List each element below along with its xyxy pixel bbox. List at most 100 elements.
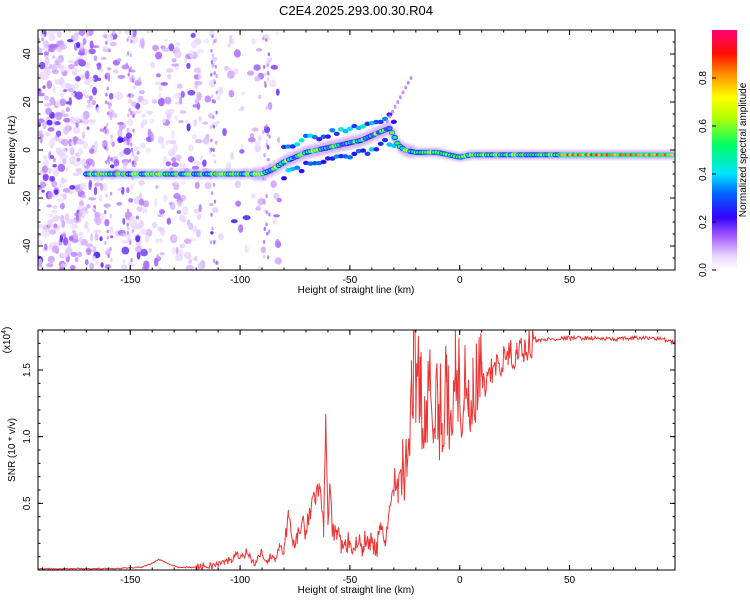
noise-cell: [172, 233, 178, 243]
noise-cell: [277, 136, 281, 144]
noise-cell: [391, 109, 395, 114]
noise-cell: [98, 212, 106, 221]
noise-cell: [86, 227, 91, 233]
noise-cell: [69, 147, 75, 156]
heat-cell: [316, 137, 323, 142]
noise-cell: [109, 102, 112, 107]
noise-cell: [117, 136, 123, 144]
noise-cell: [50, 155, 54, 159]
noise-cell: [130, 183, 134, 190]
noise-cell: [263, 254, 266, 259]
noise-cell: [42, 155, 48, 160]
noise-cell: [179, 96, 183, 105]
noise-cell: [175, 246, 179, 255]
noise-cell: [141, 98, 149, 106]
noise-cell: [190, 41, 198, 49]
noise-cell: [82, 38, 87, 45]
heatmap-cells: [38, 30, 675, 270]
noise-cell: [38, 92, 45, 97]
colorbar-tick-label: 0.4: [698, 167, 709, 181]
noise-cell: [151, 221, 158, 229]
noise-cell: [54, 58, 62, 66]
noise-cell: [106, 86, 109, 91]
noise-cell: [45, 107, 53, 115]
noise-cell: [108, 48, 111, 53]
noise-cell: [185, 264, 194, 270]
noise-cell: [117, 187, 123, 191]
noise-cell: [178, 120, 184, 124]
noise-cell: [93, 229, 102, 234]
noise-cell: [40, 34, 45, 38]
noise-cell: [49, 175, 56, 182]
noise-cell: [183, 238, 192, 244]
noise-cell: [193, 161, 202, 166]
noise-cell: [234, 180, 241, 189]
noise-cell: [128, 198, 134, 203]
noise-cell: [43, 51, 50, 56]
noise-cell: [107, 157, 110, 162]
noise-cell: [82, 141, 89, 149]
noise-cell: [159, 208, 165, 215]
noise-cell: [93, 186, 98, 196]
noise-cell: [268, 229, 271, 234]
noise-cell: [262, 36, 265, 41]
x-tick-label: -100: [230, 575, 250, 586]
noise-cell: [106, 247, 111, 254]
heat-cell: [389, 131, 395, 135]
noise-cell: [76, 138, 84, 145]
noise-cell: [256, 204, 262, 212]
y-tick-label: -20: [22, 190, 33, 205]
noise-cell: [396, 100, 400, 104]
noise-cell: [109, 213, 113, 218]
noise-cell: [54, 120, 61, 126]
colorbar-label: Normalized spectral amplitude: [738, 82, 749, 217]
noise-cell: [131, 101, 137, 107]
noise-cell: [227, 43, 231, 48]
noise-cell: [166, 113, 172, 121]
noise-cell: [193, 119, 198, 127]
noise-cell: [60, 138, 69, 146]
noise-cell: [267, 77, 270, 82]
heat-cell: [311, 160, 318, 166]
noise-cell: [89, 40, 94, 49]
noise-cell: [265, 106, 269, 111]
noise-cell: [193, 208, 201, 214]
noise-cell: [230, 219, 238, 224]
noise-cell: [257, 94, 262, 99]
noise-cell: [44, 103, 52, 107]
heat-cell: [311, 134, 318, 140]
noise-cell: [210, 48, 213, 53]
noise-cell: [171, 162, 180, 167]
noise-cell: [68, 157, 77, 162]
noise-cell: [125, 132, 132, 139]
noise-cell: [38, 239, 43, 246]
noise-cell: [266, 70, 270, 75]
noise-cell: [235, 200, 242, 207]
heat-cell: [294, 142, 301, 147]
noise-cell: [188, 259, 192, 264]
noise-cell: [213, 159, 217, 164]
noise-cell: [64, 213, 69, 221]
noise-cell: [126, 230, 130, 235]
noise-cell: [398, 95, 402, 100]
noise-cell: [226, 70, 235, 79]
noise-cell: [194, 256, 198, 262]
noise-cell: [210, 231, 214, 235]
noise-cell: [42, 121, 47, 129]
noise-cell: [70, 92, 75, 97]
noise-cell: [171, 63, 179, 67]
noise-cell: [65, 107, 70, 112]
x-tick-label: 0: [457, 575, 463, 586]
noise-cell: [38, 73, 42, 78]
noise-cell: [131, 34, 134, 39]
heat-cell: [360, 124, 367, 129]
noise-cell: [60, 214, 65, 224]
noise-cell: [217, 86, 224, 96]
noise-cell: [212, 124, 215, 129]
noise-cell: [175, 253, 184, 262]
noise-cell: [272, 217, 278, 225]
noise-cell: [120, 186, 125, 195]
noise-cell: [171, 247, 176, 255]
noise-cell: [130, 142, 133, 147]
noise-cell: [65, 167, 69, 173]
